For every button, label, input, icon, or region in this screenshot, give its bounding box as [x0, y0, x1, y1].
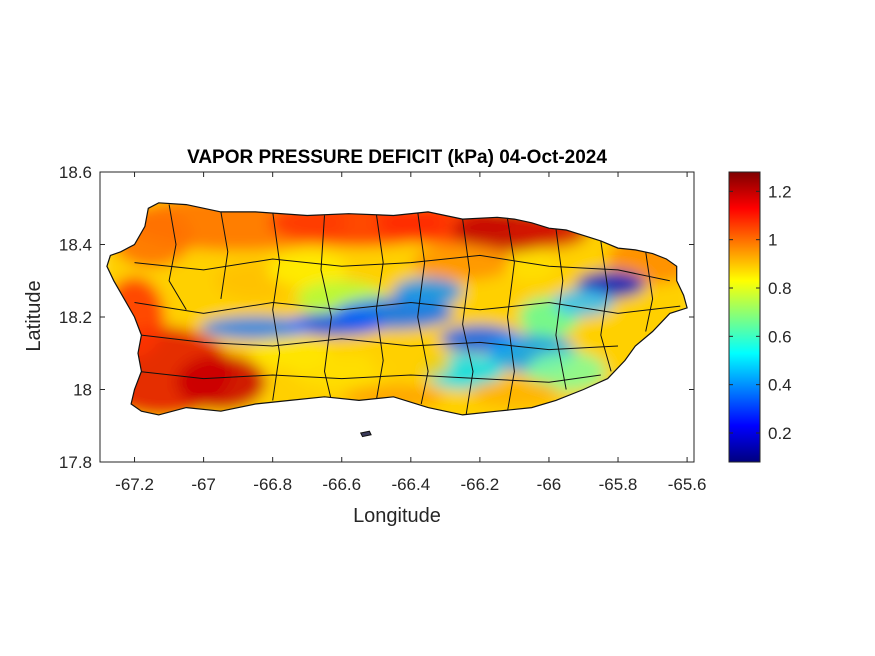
municipality-boundary [506, 219, 515, 412]
small-island [359, 430, 372, 438]
y-tick-label: 18 [73, 381, 92, 400]
municipality-boundary [272, 211, 281, 401]
x-tick-label: -66.8 [253, 475, 292, 494]
x-tick-label: -67.2 [115, 475, 154, 494]
colorbar-tick-label: 1 [768, 231, 777, 250]
x-tick-label: -66 [537, 475, 562, 494]
x-tick-label: -66.4 [391, 475, 430, 494]
colorbar-tick-label: 0.2 [768, 424, 792, 443]
municipality-boundary [168, 204, 187, 311]
municipality-boundary [645, 251, 654, 332]
municipality-boundary [220, 211, 229, 299]
municipality-boundary [555, 228, 567, 390]
colorbar-tick-label: 0.4 [768, 376, 792, 395]
municipality-boundary [141, 334, 619, 351]
municipality-boundary [137, 370, 601, 383]
municipality-boundary [462, 219, 474, 415]
municipality-boundaries [134, 204, 681, 415]
chart-title: VAPOR PRESSURE DEFICIT (kPa) 04-Oct-2024 [187, 147, 607, 168]
municipality-boundary [134, 301, 681, 314]
x-tick-label: -66.6 [322, 475, 361, 494]
colorbar-tick-label: 0.6 [768, 327, 792, 346]
colorbar-ticks: 0.2 0.4 0.6 0.8 1 1.2 [729, 182, 792, 443]
municipality-boundary [417, 211, 429, 405]
y-axis: 17.8 18 18.2 18.4 18.6 [59, 163, 694, 472]
x-tick-label: -65.6 [668, 475, 707, 494]
y-tick-label: 18.4 [59, 236, 92, 255]
x-axis: -67.2 -67 -66.8 -66.6 -66.4 -66.2 -66 -65.8 -65.… [115, 172, 706, 494]
municipality-boundary [134, 254, 670, 282]
x-tick-label: -67 [191, 475, 216, 494]
y-tick-label: 18.6 [59, 163, 92, 182]
municipality-boundary [375, 213, 384, 401]
y-tick-label: 17.8 [59, 453, 92, 472]
municipality-boundary [320, 215, 332, 401]
colorbar-tick-label: 1.2 [768, 182, 792, 201]
colorbar [728, 171, 761, 463]
colorbar-tick-label: 0.8 [768, 279, 792, 298]
x-axis-label: Longitude [353, 505, 441, 527]
island-outline [106, 202, 688, 416]
y-axis-label: Latitude [23, 280, 45, 351]
x-tick-label: -65.8 [599, 475, 638, 494]
x-tick-label: -66.2 [461, 475, 500, 494]
y-tick-label: 18.2 [59, 308, 92, 327]
